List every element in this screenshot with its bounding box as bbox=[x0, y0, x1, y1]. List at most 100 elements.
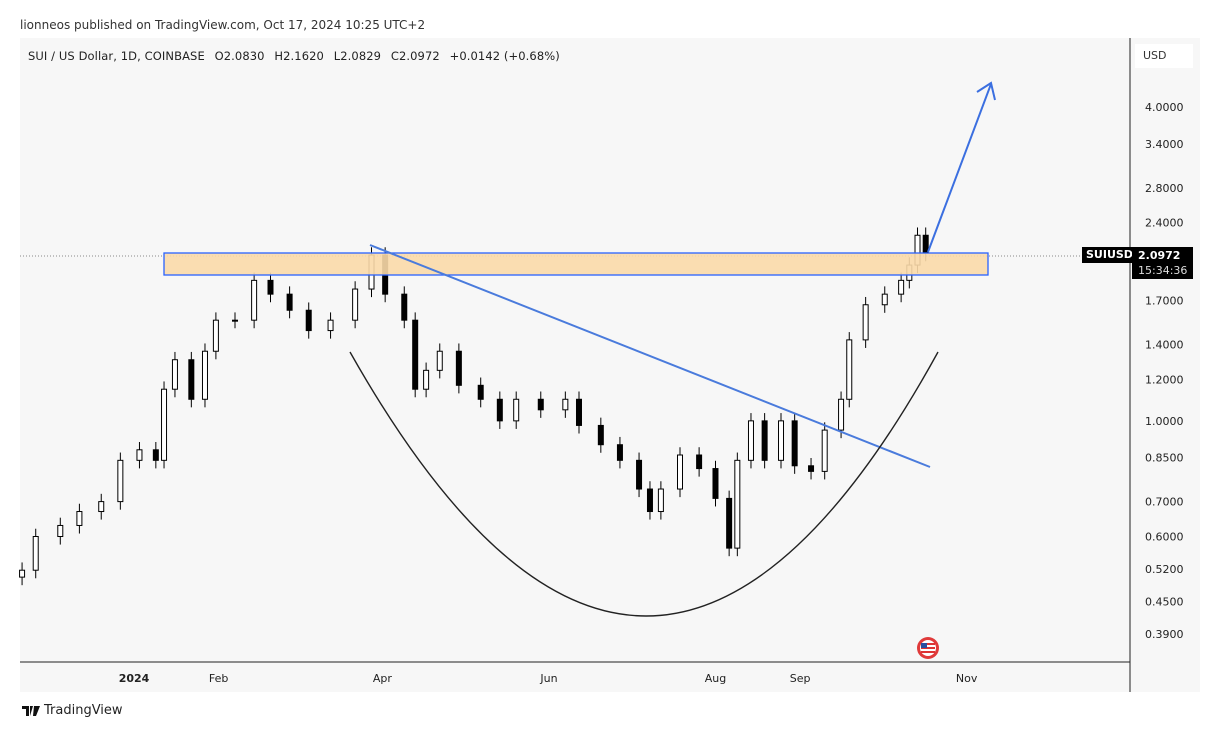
candle bbox=[436, 343, 443, 379]
price-tick-label: 0.3900 bbox=[1145, 628, 1184, 641]
candle-body bbox=[778, 420, 785, 461]
candle bbox=[32, 528, 39, 579]
candle bbox=[646, 481, 653, 520]
candle-body bbox=[161, 388, 168, 461]
candle-body bbox=[846, 339, 853, 400]
candle bbox=[286, 286, 293, 319]
last-price-tag: 2.0972 15:34:36 bbox=[1132, 247, 1193, 279]
candle-body bbox=[401, 293, 408, 321]
candle-body bbox=[496, 398, 503, 422]
candle-body bbox=[562, 398, 569, 411]
candle bbox=[305, 302, 312, 339]
candle bbox=[212, 312, 219, 360]
candle bbox=[57, 517, 64, 545]
tradingview-logo-icon bbox=[22, 705, 40, 716]
brand-label: TradingView bbox=[44, 703, 123, 718]
candle bbox=[747, 413, 754, 469]
legend-open: O2.0830 bbox=[214, 49, 265, 63]
legend-change: +0.0142 (+0.68%) bbox=[449, 49, 560, 63]
tradingview-brand[interactable]: TradingView bbox=[22, 703, 123, 718]
price-tick-label: 0.4500 bbox=[1145, 596, 1184, 609]
candle bbox=[477, 377, 484, 408]
candle bbox=[352, 281, 359, 329]
target-arrow[interactable] bbox=[927, 81, 996, 253]
price-tick-label: 0.6000 bbox=[1145, 531, 1184, 544]
candle-body bbox=[646, 488, 653, 513]
candle-body bbox=[821, 429, 828, 472]
price-tick-label: 1.4000 bbox=[1145, 339, 1184, 352]
rounded-bottom-curve[interactable] bbox=[349, 351, 939, 617]
time-tick-label: Sep bbox=[790, 672, 811, 685]
publisher-line: lionneos published on TradingView.com, O… bbox=[20, 18, 426, 32]
candle-body bbox=[212, 319, 219, 352]
candle-body bbox=[455, 350, 462, 386]
candle-body bbox=[477, 384, 484, 400]
legend-low: L2.0829 bbox=[333, 49, 382, 63]
candle bbox=[188, 351, 195, 408]
legend-symbol[interactable]: SUI / US Dollar, 1D, COINBASE bbox=[28, 49, 205, 63]
time-axis[interactable]: 2024 Feb Apr Jun Aug Sep Nov bbox=[119, 672, 978, 685]
candle-body bbox=[19, 569, 26, 578]
candle-body bbox=[838, 398, 845, 431]
candle-body bbox=[898, 279, 905, 295]
price-tick-label: 2.8000 bbox=[1145, 182, 1184, 195]
candle bbox=[821, 422, 828, 480]
chart-frame bbox=[20, 38, 1200, 692]
candle bbox=[881, 286, 888, 313]
candle-body bbox=[412, 319, 419, 390]
candle bbox=[838, 391, 845, 439]
candle bbox=[455, 343, 462, 394]
price-axis[interactable]: 4.0000 3.4000 2.8000 2.4000 1.7000 1.4000 1.20… bbox=[1145, 101, 1184, 641]
candle-body bbox=[597, 424, 604, 446]
candle bbox=[677, 447, 683, 498]
time-tick-label: Jun bbox=[539, 672, 557, 685]
candle bbox=[696, 447, 703, 477]
candle-body bbox=[808, 465, 815, 472]
resistance-zone[interactable] bbox=[163, 252, 989, 276]
us-flag-icon[interactable] bbox=[917, 637, 939, 659]
candle bbox=[267, 272, 274, 303]
candle-body bbox=[267, 279, 274, 295]
candle bbox=[251, 272, 258, 329]
candle bbox=[152, 442, 159, 469]
candle-body bbox=[922, 234, 929, 254]
currency-button[interactable]: USD bbox=[1135, 44, 1193, 68]
candle bbox=[401, 286, 408, 329]
candle bbox=[513, 391, 520, 429]
last-price: 2.0972 bbox=[1138, 249, 1181, 262]
candle-body bbox=[232, 319, 239, 322]
candle-body bbox=[636, 459, 643, 490]
candle-body bbox=[171, 359, 178, 390]
candle-body bbox=[76, 511, 83, 526]
candle bbox=[232, 312, 239, 329]
descending-trendline[interactable] bbox=[369, 244, 931, 468]
candles bbox=[19, 227, 929, 586]
candle bbox=[496, 391, 503, 429]
candle-body bbox=[677, 454, 683, 490]
candle-body bbox=[726, 497, 733, 549]
candle bbox=[898, 272, 905, 303]
candle bbox=[537, 391, 544, 418]
candle bbox=[327, 312, 334, 339]
candle bbox=[616, 436, 623, 469]
candle bbox=[117, 452, 124, 510]
candle-body bbox=[188, 359, 195, 400]
price-tick-label: 1.2000 bbox=[1145, 374, 1184, 387]
candle bbox=[423, 362, 430, 398]
candle bbox=[734, 452, 741, 557]
candle-body bbox=[201, 350, 208, 400]
candle-body bbox=[57, 524, 64, 538]
time-tick-label: Nov bbox=[956, 672, 978, 685]
candle-body bbox=[657, 488, 664, 513]
candle-body bbox=[712, 468, 719, 499]
price-tick-label: 0.7000 bbox=[1145, 496, 1184, 509]
candle bbox=[808, 457, 815, 480]
candle bbox=[136, 442, 143, 469]
time-tick-label: Feb bbox=[209, 672, 228, 685]
time-tick-label: 2024 bbox=[119, 672, 150, 685]
candle bbox=[712, 460, 719, 507]
candle-body bbox=[862, 304, 869, 341]
candle bbox=[846, 332, 853, 408]
candle-body bbox=[616, 444, 623, 461]
